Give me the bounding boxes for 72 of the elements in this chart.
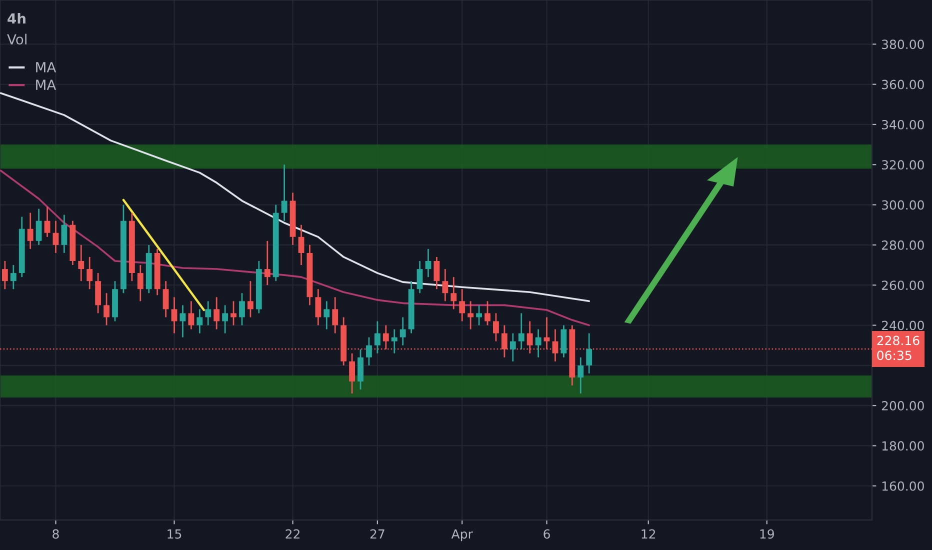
candlestick <box>586 332 592 374</box>
candlestick <box>205 300 212 326</box>
candlestick <box>535 328 542 358</box>
candlestick <box>315 288 322 326</box>
y-tick-label: 260.00 <box>882 280 924 290</box>
candlestick <box>332 296 338 334</box>
candlestick <box>484 300 490 326</box>
candlestick <box>518 312 524 350</box>
candlestick <box>510 332 516 362</box>
y-tick-label: 200.00 <box>882 401 924 410</box>
candlestick <box>239 292 245 326</box>
y-tick-label: 360.00 <box>882 80 924 90</box>
candlestick <box>281 164 288 222</box>
candlestick <box>416 260 423 294</box>
candlestick <box>180 304 186 338</box>
candlestick <box>44 206 50 238</box>
x-tick-label: 8 <box>52 529 59 539</box>
x-tick-label: 6 <box>544 529 550 539</box>
candlestick <box>366 336 372 366</box>
candlestick <box>298 224 304 266</box>
y-tick-label: 380.00 <box>882 40 924 50</box>
candlestick <box>425 248 432 278</box>
x-tick-label: 27 <box>370 529 384 539</box>
candlestick <box>434 256 440 290</box>
x-tick-label: 19 <box>760 529 774 539</box>
candlestick <box>222 304 228 334</box>
candlestick <box>188 300 194 330</box>
candlestick <box>400 316 406 346</box>
candlestick <box>61 214 68 254</box>
candlestick <box>468 300 474 330</box>
y-tick-label: 240.00 <box>882 320 924 330</box>
candlestick <box>349 352 356 394</box>
y-tick-label: 160.00 <box>882 481 924 491</box>
candlestick <box>137 264 144 302</box>
legend-label: MA <box>36 80 56 90</box>
text: 4h <box>8 13 26 24</box>
x-tick-label: Apr <box>451 529 473 542</box>
candlestick <box>52 220 59 254</box>
candlestick <box>171 296 178 334</box>
candlestick <box>27 212 34 250</box>
candlestick <box>476 304 482 326</box>
candlestick <box>214 296 220 330</box>
candlestick <box>391 328 398 354</box>
candlestick <box>459 288 466 322</box>
candlestick <box>247 280 254 318</box>
candlestick <box>10 264 16 290</box>
candlestick <box>78 244 84 282</box>
candlestick <box>196 308 203 334</box>
ref-line-label: 228.16 06:35 <box>877 336 920 360</box>
y-tick-label: 320.00 <box>882 160 924 170</box>
candlestick <box>2 260 8 290</box>
candlestick <box>578 356 584 394</box>
x-tick-label: 12 <box>642 529 656 539</box>
candlestick <box>104 292 110 326</box>
candlestick <box>36 208 42 246</box>
candlestick <box>374 320 380 354</box>
y-tick-label: 300.00 <box>882 200 924 210</box>
candlestick <box>86 256 93 290</box>
candlestick <box>162 280 169 318</box>
candlestick <box>324 300 330 330</box>
candlestick <box>450 276 457 310</box>
candlestick <box>264 240 270 286</box>
annotation: Vol <box>7 34 26 45</box>
candlestick <box>230 300 236 326</box>
y-tick-label: 280.00 <box>882 240 924 250</box>
x-tick-label: 22 <box>286 529 300 539</box>
y-tick-label: 180.00 <box>882 441 924 451</box>
legend-label: MA <box>36 62 56 72</box>
y-tick-label: 340.00 <box>882 120 924 130</box>
x-tick-label: 15 <box>168 529 182 539</box>
candlestick <box>442 268 448 302</box>
candlestick <box>493 312 499 342</box>
